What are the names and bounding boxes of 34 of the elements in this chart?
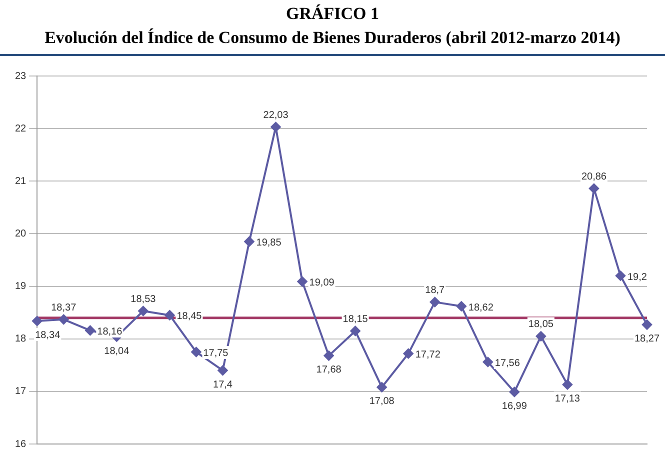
y-tick-label: 23 [15, 70, 27, 82]
y-tick-label: 16 [15, 438, 27, 450]
y-tick-label: 19 [15, 281, 27, 292]
y-tick-label: 17 [15, 386, 27, 398]
data-label: 18,62 [468, 302, 494, 314]
data-label: 19,85 [256, 238, 282, 249]
data-label: 17,13 [554, 394, 580, 405]
data-label: 18,27 [634, 334, 660, 345]
data-label: 17,56 [494, 358, 520, 369]
data-label: 20,86 [581, 172, 607, 183]
y-tick-label: 21 [15, 176, 27, 187]
data-label: 18,37 [51, 302, 77, 314]
y-tick-label: 18 [15, 334, 27, 345]
data-label: 18,05 [528, 319, 554, 330]
y-tick-label: 20 [15, 228, 27, 240]
data-label: 19,09 [309, 278, 335, 289]
data-label: 17,75 [203, 348, 229, 359]
data-label: 18,15 [342, 314, 368, 325]
data-label: 18,53 [130, 294, 156, 305]
data-label: 19,2 [627, 272, 648, 283]
data-label: 17,72 [415, 350, 441, 361]
chart-title: GRÁFICO 1 [284, 4, 380, 24]
data-label: 18,16 [97, 326, 123, 338]
data-label: 17,4 [213, 379, 233, 390]
data-label: 18,34 [35, 330, 61, 341]
y-tick-label: 22 [15, 123, 27, 134]
data-label: 22,03 [263, 110, 289, 121]
data-label: 17,08 [369, 396, 395, 408]
data-label: 18,7 [425, 285, 446, 296]
data-label: 18,45 [176, 311, 202, 322]
chart-subtitle: Evolución del Índice de Consumo de Bienes Duraderos (abril 2012-marzo 2014) [44, 28, 622, 48]
data-label: 17,68 [316, 364, 342, 376]
data-label: 18,04 [104, 346, 130, 357]
data-label: 16,99 [502, 400, 528, 412]
